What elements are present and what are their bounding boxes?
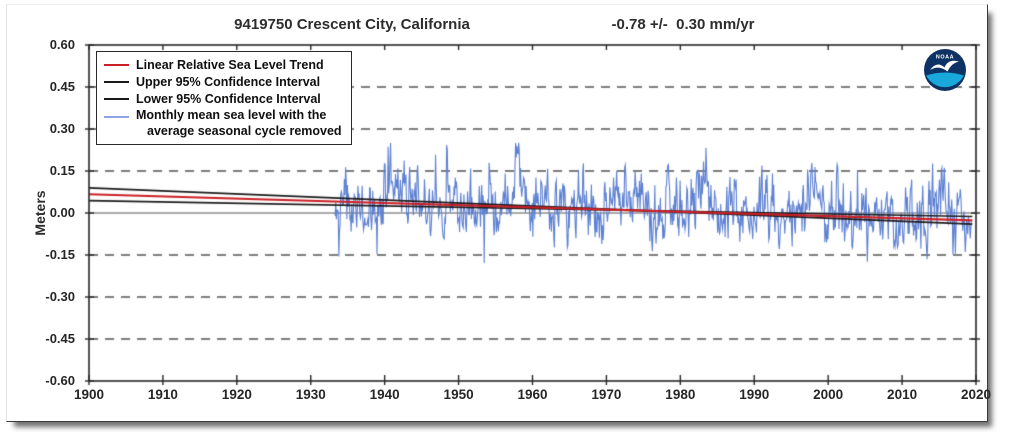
legend-item-monthly: Monthly mean sea level with the average … bbox=[104, 107, 342, 139]
y-tick-label: 0.60 bbox=[49, 37, 75, 52]
trend-annotation: -0.78 +/- 0.30 mm/yr bbox=[611, 16, 755, 33]
x-tick-label: 1910 bbox=[147, 387, 178, 402]
x-tick-label: 2020 bbox=[960, 387, 992, 402]
monthly-line-swatch bbox=[104, 116, 129, 118]
noaa-logo-text: NOAA bbox=[936, 55, 954, 61]
x-tick-label: 1970 bbox=[591, 387, 622, 402]
y-tick-label: 0.30 bbox=[49, 121, 75, 136]
chart-title: 9419750 Crescent City, California bbox=[234, 16, 470, 33]
x-tick-label: 1930 bbox=[295, 387, 326, 402]
legend: Linear Relative Sea Level Trend Upper 95… bbox=[96, 51, 352, 145]
x-tick-label: 2000 bbox=[813, 387, 844, 402]
x-tick-label: 1980 bbox=[665, 387, 696, 402]
y-tick-label: -0.45 bbox=[45, 331, 75, 346]
lower-ci-line-swatch bbox=[104, 97, 129, 100]
x-tick-label: 1900 bbox=[73, 387, 105, 402]
y-tick-label: 0.45 bbox=[49, 79, 75, 94]
x-tick-label: 2010 bbox=[887, 387, 918, 402]
y-axis-title: Meters bbox=[32, 190, 48, 236]
y-tick-label: 0.15 bbox=[49, 163, 75, 178]
x-tick-label: 1950 bbox=[443, 387, 474, 402]
chart-card: 9419750 Crescent City, California -0.78 … bbox=[6, 4, 992, 422]
upper-ci-line-swatch bbox=[104, 80, 129, 83]
legend-item-trend: Linear Relative Sea Level Trend bbox=[104, 56, 342, 73]
noaa-bird-icon bbox=[930, 60, 959, 72]
noaa-logo: NOAA bbox=[924, 49, 966, 91]
y-tick-label: -0.60 bbox=[45, 373, 75, 388]
x-tick-label: 1920 bbox=[221, 387, 252, 402]
y-tick-label: -0.15 bbox=[45, 247, 75, 262]
x-tick-label: 1990 bbox=[739, 387, 770, 402]
y-tick-label: -0.30 bbox=[45, 289, 75, 304]
legend-label-monthly: Monthly mean sea level with the average … bbox=[136, 108, 342, 138]
legend-label-upper-ci: Upper 95% Confidence Interval bbox=[136, 74, 321, 89]
legend-label-lower-ci: Lower 95% Confidence Interval bbox=[136, 91, 321, 106]
legend-label-trend: Linear Relative Sea Level Trend bbox=[136, 57, 324, 72]
legend-item-upper-ci: Upper 95% Confidence Interval bbox=[104, 73, 342, 90]
x-tick-label: 1960 bbox=[517, 387, 548, 402]
noaa-logo-sea bbox=[926, 72, 964, 88]
trend-line-swatch bbox=[104, 63, 129, 66]
legend-item-lower-ci: Lower 95% Confidence Interval bbox=[104, 90, 342, 107]
x-tick-label: 1940 bbox=[369, 387, 400, 402]
